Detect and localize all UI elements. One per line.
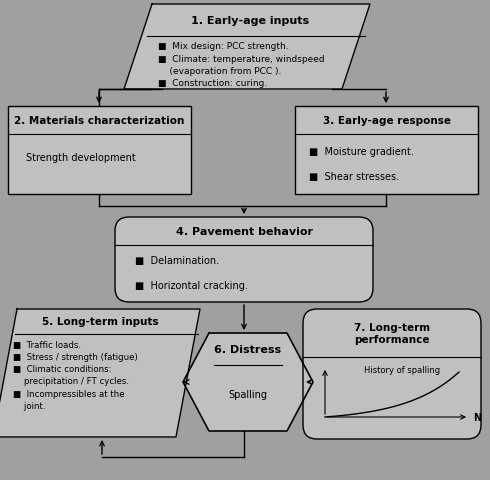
- Bar: [295, 107, 478, 194]
- Text: ■  Delamination.

■  Horizontal cracking.: ■ Delamination. ■ Horizontal cracking.: [135, 255, 248, 290]
- Text: 5. Long-term inputs: 5. Long-term inputs: [42, 317, 158, 327]
- Text: 6. Distress: 6. Distress: [215, 344, 282, 354]
- Text: 3. Early-age response: 3. Early-age response: [322, 116, 450, 126]
- Text: 1. Early-age inputs: 1. Early-age inputs: [191, 16, 309, 26]
- FancyBboxPatch shape: [303, 309, 481, 439]
- Text: Spalling: Spalling: [228, 389, 268, 399]
- Bar: [8, 107, 191, 194]
- Text: N: N: [473, 412, 481, 422]
- Polygon shape: [124, 5, 370, 90]
- Text: 2. Materials characterization: 2. Materials characterization: [14, 116, 185, 126]
- Text: Strength development: Strength development: [26, 153, 136, 163]
- Text: 7. Long-term
performance: 7. Long-term performance: [354, 322, 430, 345]
- Text: 4. Pavement behavior: 4. Pavement behavior: [175, 227, 313, 237]
- Polygon shape: [0, 309, 200, 437]
- Text: ■  Moisture gradient.

■  Shear stresses.: ■ Moisture gradient. ■ Shear stresses.: [309, 147, 414, 181]
- Text: ■  Traffic loads.
■  Stress / strength (fatigue)
■  Climatic conditions:
    pre: ■ Traffic loads. ■ Stress / strength (fa…: [13, 340, 138, 410]
- Text: History of spalling: History of spalling: [364, 365, 440, 374]
- Polygon shape: [183, 333, 313, 431]
- FancyBboxPatch shape: [115, 217, 373, 302]
- Text: ■  Mix design: PCC strength.
■  Climate: temperature, windspeed
    (evaporation: ■ Mix design: PCC strength. ■ Climate: t…: [158, 42, 325, 88]
